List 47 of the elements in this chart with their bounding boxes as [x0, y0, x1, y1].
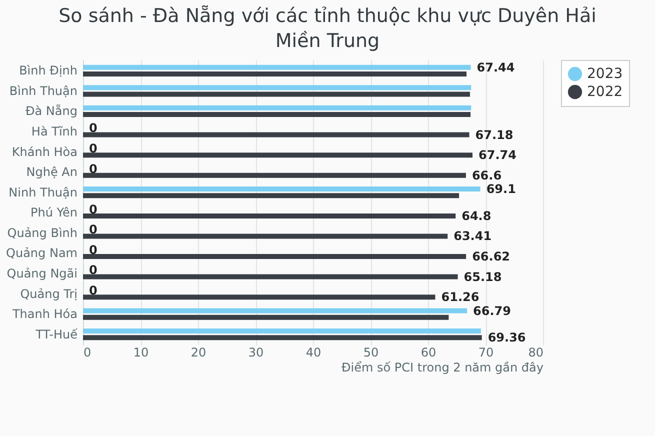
y-tick-label: Quảng Trị	[20, 286, 78, 301]
y-tick-label: Quảng Bình	[7, 226, 78, 240]
data-label: 0	[89, 121, 98, 136]
x-tick-label: 60	[420, 346, 436, 360]
y-tick-label: Thanh Hóa	[11, 307, 78, 322]
data-label: 61.26	[441, 290, 480, 304]
data-label: 67.44	[476, 60, 515, 74]
y-tick-label: Nghệ An	[26, 165, 78, 180]
y-tick-label: Bình Thuận	[9, 84, 78, 98]
data-label: 0	[89, 202, 98, 216]
data-label: 66.79	[473, 304, 512, 318]
x-tick-label: 70	[478, 346, 494, 360]
data-label: 66.6	[472, 168, 502, 182]
x-tick-label: 30	[248, 346, 264, 360]
data-label: 0	[89, 141, 98, 156]
data-label: 66.62	[472, 250, 510, 264]
data-label: 69.36	[488, 330, 526, 345]
x-axis-title: Điểm số PCI trong 2 năm gần đây	[341, 360, 544, 374]
legend-label: 2022	[587, 84, 623, 100]
chart-title: So sánh - Đà Nẵng với các tỉnh thuộc khu vực Duyên Hải Miền Trung	[58, 4, 598, 54]
x-tick-label: 0	[84, 346, 92, 360]
y-tick-label: Phú Yên	[30, 206, 78, 220]
y-tick-label: Quảng Nam	[6, 246, 78, 260]
y-tick-label: Hà Tĩnh	[31, 124, 78, 139]
data-label: 65.18	[464, 270, 502, 284]
y-tick-label: Khánh Hòa	[12, 144, 78, 159]
y-tick-label: Ninh Thuận	[8, 185, 78, 200]
data-label: 0	[89, 162, 98, 176]
x-tick-label: 20	[190, 346, 206, 360]
x-tick-label: 50	[363, 346, 379, 360]
data-label: 0	[89, 222, 98, 237]
data-label: 0	[89, 263, 98, 278]
legend-label: 2023	[587, 66, 623, 82]
data-label: 0	[89, 283, 98, 298]
data-label: 69.1	[486, 182, 516, 196]
y-tick-label: Bình Định	[19, 64, 78, 78]
y-tick-label: Quảng Ngãi	[6, 266, 78, 280]
x-tick-label: 10	[133, 346, 149, 360]
data-label: 0	[89, 242, 98, 257]
data-label: 67.18	[475, 128, 514, 142]
data-label: 63.41	[454, 229, 492, 244]
x-tick-label: 80	[528, 346, 544, 360]
y-tick-label: TT-Huế	[34, 327, 78, 342]
y-tick-label: Đà Nẵng	[25, 104, 78, 118]
data-label: 67.74	[478, 148, 516, 162]
data-label: 64.8	[462, 208, 492, 223]
x-tick-label: 40	[306, 346, 322, 360]
